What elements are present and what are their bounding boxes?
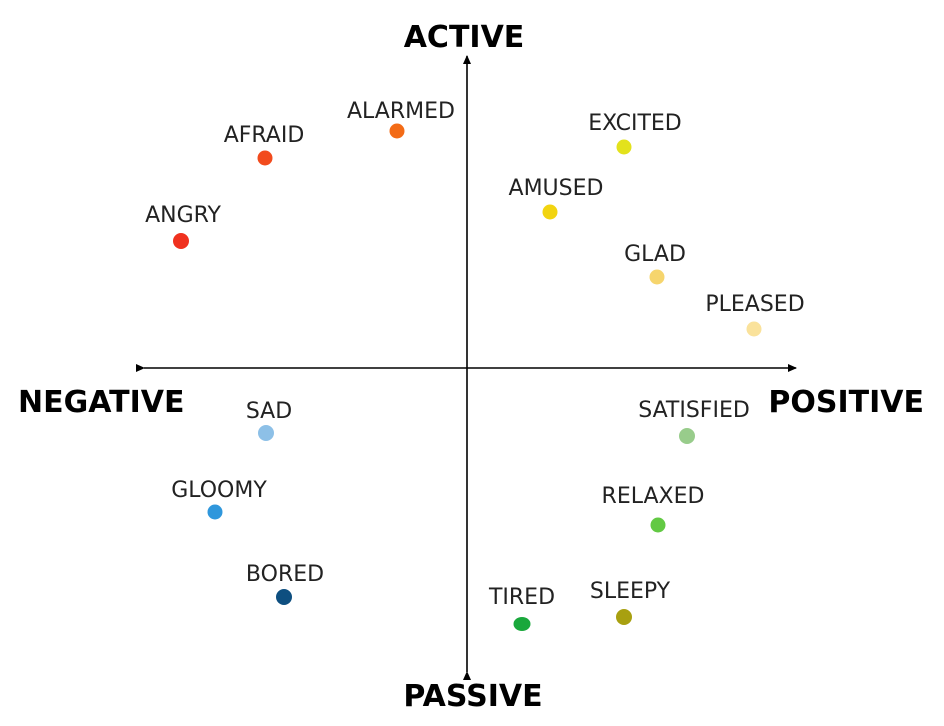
emotion-sleepy: SLEEPY	[590, 579, 671, 625]
emotion-label: RELAXED	[602, 484, 705, 509]
emotion-dot	[257, 150, 273, 166]
emotion-amused: AMUSED	[509, 176, 604, 220]
axis-title-active: ACTIVE	[404, 20, 525, 55]
emotion-dot	[513, 617, 531, 631]
emotion-dot	[173, 233, 189, 249]
emotion-satisfied: SATISFIED	[638, 398, 750, 444]
emotion-dot	[746, 321, 762, 337]
emotion-dot	[207, 504, 223, 520]
emotion-pleased: PLEASED	[705, 292, 805, 337]
emotion-label: GLAD	[624, 242, 686, 267]
emotion-label: SLEEPY	[590, 579, 671, 604]
emotion-gloomy: GLOOMY	[171, 478, 267, 520]
emotion-dot	[679, 428, 695, 444]
emotion-label: PLEASED	[705, 292, 804, 317]
emotion-dot	[542, 204, 558, 220]
emotion-label: ANGRY	[145, 203, 221, 228]
emotion-alarmed: ALARMED	[347, 99, 455, 139]
emotion-label: GLOOMY	[171, 478, 267, 503]
emotion-label: AMUSED	[509, 176, 604, 201]
emotion-label: EXCITED	[588, 111, 682, 136]
emotion-dot	[650, 517, 666, 533]
emotion-dot	[616, 609, 632, 625]
emotion-angry: ANGRY	[145, 203, 221, 249]
emotion-label: ALARMED	[347, 99, 455, 124]
axis-title-passive: PASSIVE	[403, 679, 542, 714]
emotion-relaxed: RELAXED	[602, 484, 705, 533]
emotion-tired: TIRED	[488, 585, 555, 631]
emotion-afraid: AFRAID	[224, 123, 305, 166]
emotion-label: SAD	[246, 399, 292, 424]
emotion-dot	[389, 123, 405, 139]
emotion-excited: EXCITED	[588, 111, 682, 155]
emotion-label: TIRED	[488, 585, 555, 610]
emotion-dot	[616, 139, 632, 155]
emotion-dot	[276, 589, 292, 605]
emotion-bored: BORED	[246, 562, 324, 605]
emotion-dot	[649, 269, 665, 285]
emotion-glad: GLAD	[624, 242, 686, 285]
emotion-label: SATISFIED	[638, 398, 750, 423]
emotion-dot	[258, 425, 274, 441]
axis-title-negative: NEGATIVE	[18, 385, 184, 420]
emotion-sad: SAD	[246, 399, 292, 441]
emotion-label: AFRAID	[224, 123, 305, 148]
axis-title-positive: POSITIVE	[768, 385, 924, 420]
emotion-label: BORED	[246, 562, 324, 587]
